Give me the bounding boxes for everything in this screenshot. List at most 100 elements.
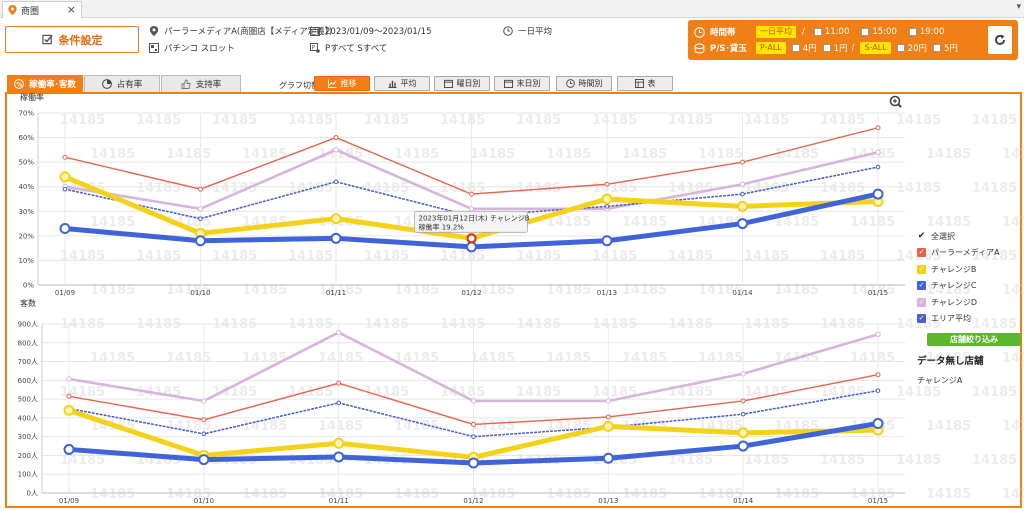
data-point[interactable] — [59, 222, 71, 234]
checkmark-icon[interactable]: ✔ — [917, 230, 926, 241]
data-point[interactable] — [336, 400, 341, 406]
data-point[interactable] — [605, 398, 612, 404]
data-point[interactable] — [740, 398, 746, 404]
data-point[interactable] — [739, 181, 746, 187]
data-point[interactable] — [875, 125, 881, 131]
s-5yen-checkbox[interactable] — [932, 44, 941, 52]
data-point[interactable] — [740, 371, 746, 377]
time-19-checkbox[interactable] — [908, 28, 917, 36]
data-point[interactable] — [875, 388, 881, 393]
data-point[interactable] — [604, 181, 610, 187]
data-point[interactable] — [740, 411, 746, 417]
time-15-checkbox[interactable] — [861, 28, 870, 36]
legend-checkbox[interactable]: ✓ — [917, 314, 926, 324]
close-icon[interactable]: × — [66, 3, 76, 16]
data-point[interactable] — [875, 164, 881, 170]
condition-settings-button[interactable]: 条件設定 — [5, 26, 139, 53]
graph-hourly-button[interactable]: 時間別 — [556, 76, 612, 91]
data-point[interactable] — [737, 427, 749, 439]
data-point[interactable] — [201, 417, 207, 423]
data-point[interactable] — [330, 232, 342, 244]
graph-month-end-button[interactable]: 末日別 — [494, 76, 550, 91]
data-point[interactable] — [335, 329, 342, 336]
data-point[interactable] — [336, 380, 342, 386]
data-point[interactable] — [470, 398, 477, 404]
graph-table-button[interactable]: 表 — [617, 76, 673, 91]
data-point[interactable] — [875, 372, 881, 378]
data-point[interactable] — [872, 418, 884, 430]
data-point[interactable] — [330, 213, 342, 225]
tab-share[interactable]: 占有率 — [84, 75, 160, 92]
data-point[interactable] — [466, 241, 477, 253]
data-point[interactable] — [197, 206, 204, 212]
p-1yen-checkbox[interactable] — [822, 44, 831, 52]
data-point[interactable] — [875, 149, 881, 156]
data-point[interactable] — [875, 331, 881, 338]
data-point[interactable] — [63, 443, 75, 455]
legend-checkbox[interactable]: ✓ — [917, 297, 926, 307]
data-point[interactable] — [737, 218, 748, 230]
window-menu-icon[interactable]: ▾ — [1016, 2, 1021, 12]
legend-select-all[interactable]: ✔ 全選択 — [917, 228, 1017, 245]
data-point[interactable] — [201, 398, 207, 404]
data-point[interactable] — [333, 451, 345, 463]
data-point[interactable] — [471, 421, 476, 427]
legend-checkbox[interactable]: ✓ — [917, 264, 926, 274]
data-point[interactable] — [59, 171, 71, 183]
data-point[interactable] — [605, 414, 611, 420]
data-point[interactable] — [66, 393, 72, 399]
data-point[interactable] — [737, 440, 749, 452]
legend-checkbox[interactable]: ✓ — [917, 248, 926, 258]
x-tick-label: 01/09 — [59, 497, 79, 505]
data-point[interactable] — [198, 454, 210, 466]
data-point[interactable] — [469, 191, 474, 197]
data-point[interactable] — [468, 206, 475, 212]
data-point[interactable] — [333, 135, 339, 141]
data-point[interactable] — [198, 216, 203, 221]
data-point[interactable] — [601, 193, 613, 205]
tab-support[interactable]: 支持率 — [161, 75, 241, 92]
legend-item-challengeB[interactable]: ✓ チャレンジB — [917, 261, 1017, 278]
tab-utilization-customers[interactable]: % 稼働率･客数 — [7, 75, 83, 92]
data-point[interactable] — [333, 179, 339, 185]
data-point[interactable] — [201, 431, 207, 437]
data-point[interactable] — [62, 186, 68, 192]
data-point[interactable] — [602, 420, 614, 432]
data-point[interactable] — [604, 204, 610, 209]
s-all-option[interactable]: S-ALL — [860, 42, 891, 54]
graph-weekday-button[interactable]: 曜日別 — [434, 76, 490, 91]
legend-item-area-average[interactable]: ✓ エリア平均 — [917, 311, 1017, 328]
zoom-icon[interactable] — [889, 95, 902, 108]
legend-item-challengeD[interactable]: ✓ チャレンジD — [917, 294, 1017, 311]
data-point[interactable] — [740, 159, 745, 165]
day-average-option[interactable]: 一日平均 — [756, 26, 796, 38]
p-all-option[interactable]: P-ALL — [756, 42, 786, 54]
store-filter-button[interactable]: 店舗絞り込み — [927, 333, 1021, 346]
time-11-checkbox[interactable] — [813, 28, 822, 36]
data-point[interactable] — [198, 186, 203, 192]
data-point[interactable] — [471, 434, 476, 439]
data-point[interactable] — [333, 437, 345, 449]
data-point[interactable] — [195, 235, 206, 247]
p-4yen-checkbox[interactable] — [791, 44, 800, 52]
data-point[interactable] — [740, 191, 745, 197]
legend-item-mediaA[interactable]: ✓ パーラーメディアA — [917, 245, 1017, 262]
data-point[interactable] — [333, 147, 339, 153]
data-point[interactable] — [66, 376, 72, 382]
data-point[interactable] — [602, 452, 614, 464]
legend-item-challengeC[interactable]: ✓ チャレンジC — [917, 278, 1017, 295]
data-point[interactable] — [62, 154, 68, 160]
tab-shoken[interactable]: 商圏 × — [2, 1, 82, 18]
s-20yen-checkbox[interactable] — [896, 44, 905, 52]
data-point[interactable] — [601, 235, 613, 247]
legend-checkbox[interactable]: ✓ — [917, 281, 926, 291]
data-point[interactable] — [63, 404, 75, 416]
x-tick-label: 01/14 — [732, 289, 753, 297]
data-point[interactable] — [737, 200, 748, 212]
data-point[interactable] — [872, 188, 884, 200]
refresh-button[interactable] — [988, 26, 1012, 54]
graph-trend-button[interactable]: 推移 — [314, 76, 370, 91]
graph-average-button[interactable]: 平均 — [374, 76, 430, 91]
highlighted-point[interactable] — [466, 233, 477, 244]
data-point[interactable] — [468, 457, 479, 469]
